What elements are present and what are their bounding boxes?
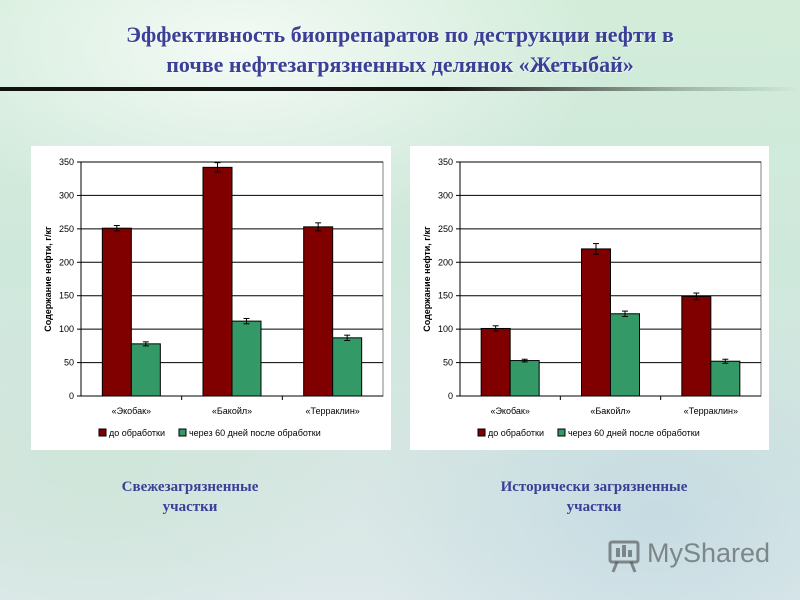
y-axis-label: Содержание нефти, г/кг [43, 226, 53, 332]
x-tick-label: «Бакойл» [590, 406, 630, 416]
caption-historical-plots: Исторически загрязненные участки [454, 477, 734, 517]
y-tick-label: 50 [64, 358, 74, 368]
y-tick-label: 300 [438, 190, 453, 200]
bar-chart-svg: 0 50 100 150 200 250 300 350 Содержание нефти, г… [43, 157, 384, 438]
caption-fresh-plots: Свежезагрязненные участки [50, 477, 330, 517]
presentation-board-icon [608, 540, 640, 573]
x-tick-label: «Экобак» [112, 406, 151, 416]
legend-label: через 60 дней после обработки [189, 428, 321, 438]
chart-fresh-contamination: 0 50 100 150 200 250 300 350 Содержание нефти, г… [31, 146, 391, 450]
slide-title: Эффективность биопрепаратов по деструкци… [40, 20, 760, 80]
bar [610, 313, 640, 397]
bar [681, 295, 712, 397]
legend-label: до обработки [109, 428, 165, 438]
bar [231, 320, 262, 397]
y-tick-label: 150 [59, 291, 74, 301]
bar [480, 327, 511, 397]
y-tick-label: 250 [59, 224, 74, 234]
y-tick-label: 250 [438, 224, 453, 234]
y-tick-label: 150 [438, 291, 453, 301]
y-tick-label: 200 [59, 257, 74, 267]
bar-chart-svg: 0 50 100 150 200 250 300 350 Содержание нефти, г… [422, 157, 762, 438]
y-tick-label: 350 [438, 157, 453, 167]
chart-historical-contamination: 0 50 100 150 200 250 300 350 Содержание нефти, г… [410, 146, 769, 450]
bar [130, 343, 161, 397]
legend-swatch [178, 428, 187, 437]
y-tick-label: 300 [59, 190, 74, 200]
legend-swatch [557, 428, 566, 437]
bar [581, 248, 611, 397]
bar [202, 166, 233, 397]
y-tick-label: 0 [448, 391, 453, 401]
myshared-logo: MyShared [607, 536, 771, 574]
y-axis-label: Содержание нефти, г/кг [422, 226, 432, 332]
bar [101, 227, 132, 397]
logo-text: MyShared [647, 538, 771, 568]
legend-swatch [98, 428, 107, 437]
legend-label: через 60 дней после обработки [568, 428, 700, 438]
slide-title-line-1: Эффективность биопрепаратов по деструкци… [126, 22, 674, 47]
caption-historical-line-1: Исторически загрязненные [500, 479, 688, 495]
legend-swatch [477, 428, 486, 437]
y-tick-label: 0 [69, 391, 74, 401]
y-tick-label: 50 [443, 358, 453, 368]
bar [303, 226, 334, 397]
x-tick-label: «Экобак» [490, 406, 529, 416]
y-tick-label: 100 [59, 324, 74, 334]
y-tick-label: 100 [438, 324, 453, 334]
x-tick-label: «Терраклин» [684, 406, 738, 416]
y-tick-label: 200 [438, 257, 453, 267]
title-divider [0, 87, 800, 91]
caption-fresh-line-2: участки [162, 499, 218, 515]
y-tick-label: 350 [59, 157, 74, 167]
slide-title-line-2: почве нефтезагрязненных делянок «Жетыбай… [166, 52, 634, 77]
caption-historical-line-2: участки [566, 499, 622, 515]
x-tick-label: «Терраклин» [306, 406, 360, 416]
bar [710, 360, 741, 397]
bar [509, 360, 540, 397]
bar [332, 337, 363, 397]
x-tick-label: «Бакойл» [212, 406, 252, 416]
legend-label: до обработки [488, 428, 544, 438]
caption-fresh-line-1: Свежезагрязненные [121, 479, 259, 495]
